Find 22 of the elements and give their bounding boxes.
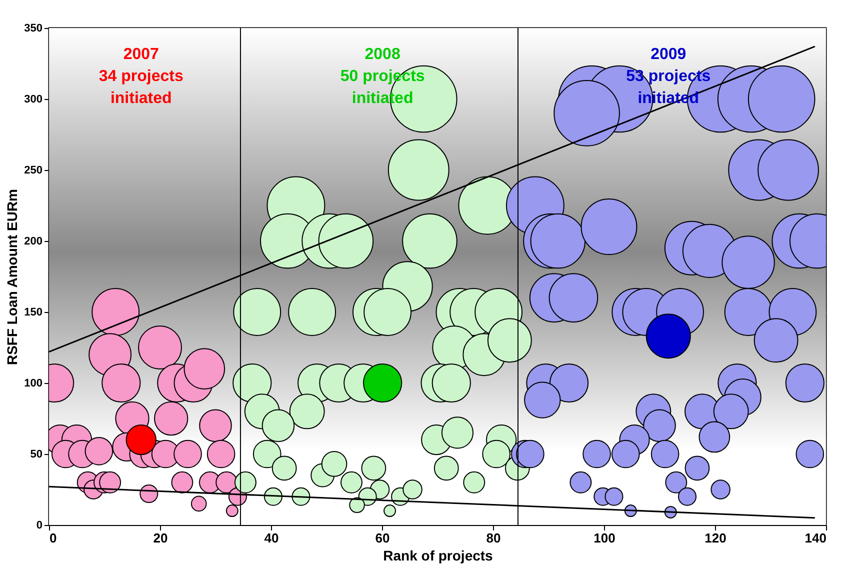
y-tick-label: 150 <box>24 306 42 318</box>
x-tick-label: 140 <box>804 530 826 546</box>
text: 2009 <box>650 46 686 63</box>
text: 2008 <box>364 46 400 63</box>
x-tick-label: 40 <box>264 530 279 546</box>
x-tick-label: 120 <box>704 530 726 546</box>
y-tick-label: 300 <box>24 94 42 106</box>
y-tick-label: 0 <box>36 520 42 532</box>
x-axis-title: Rank of projects <box>383 548 494 564</box>
x-tick-label: 60 <box>375 530 390 546</box>
x-tick-label: 100 <box>594 530 616 546</box>
x-tick-label: 20 <box>153 530 168 546</box>
y-tick-label: 350 <box>24 22 42 34</box>
text: 2007 <box>123 46 160 63</box>
x-tick-label: 0 <box>50 530 57 546</box>
text: 34 projects initiated <box>98 68 184 107</box>
y-tick-label: 200 <box>24 236 42 248</box>
y-tick-label: 50 <box>30 448 42 460</box>
x-tick-label: 80 <box>486 530 501 546</box>
y-tick-label: 100 <box>24 378 42 390</box>
y-axis-title: RSFF Loan Amount EURm <box>4 188 20 366</box>
y-tick-label: 250 <box>24 164 42 176</box>
